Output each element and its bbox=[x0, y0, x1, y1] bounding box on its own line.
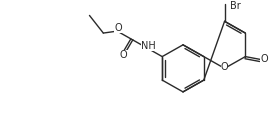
Text: O: O bbox=[221, 62, 228, 72]
Text: NH: NH bbox=[141, 41, 156, 51]
Text: O: O bbox=[114, 23, 122, 33]
Text: O: O bbox=[260, 54, 268, 64]
Text: Br: Br bbox=[230, 1, 240, 11]
Text: O: O bbox=[120, 50, 128, 60]
